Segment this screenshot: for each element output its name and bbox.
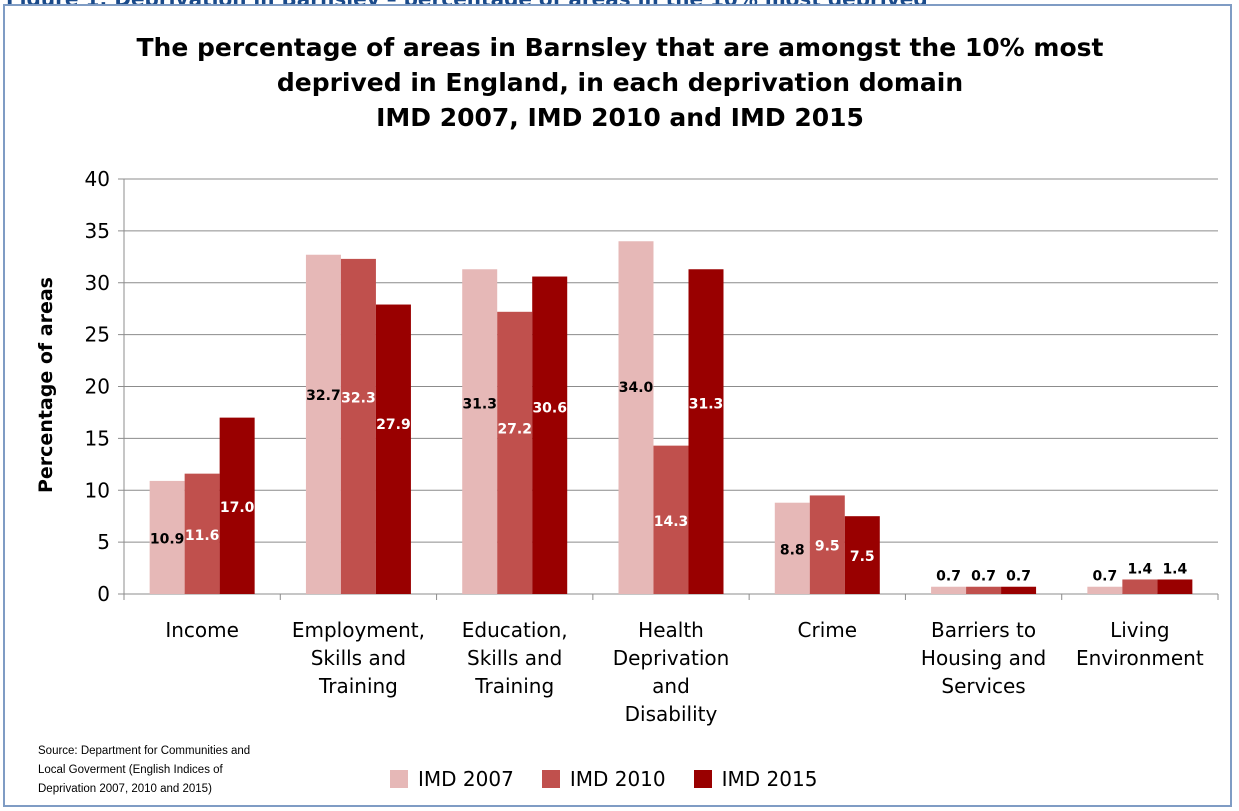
bar-2-2	[340, 258, 376, 594]
bar-3-3	[532, 276, 568, 594]
bar-2-1	[184, 473, 220, 594]
data-label-2-5: 9.5	[815, 539, 840, 555]
data-label-3-5: 7.5	[850, 549, 875, 565]
data-label-2-6: 0.7	[971, 569, 996, 585]
data-label-3-1: 17.0	[220, 500, 255, 516]
source-note: Source: Department for Communities and L…	[38, 745, 251, 795]
data-label-1-5: 8.8	[780, 542, 805, 558]
data-label-1-6: 0.7	[936, 569, 961, 585]
y-tick-label-10: 10	[85, 478, 110, 502]
data-label-3-6: 0.7	[1006, 569, 1031, 585]
bar-1-6	[931, 586, 967, 594]
legend-label-2: IMD 2010	[569, 767, 666, 791]
y-tick-label-0: 0	[97, 582, 110, 606]
data-label-3-3: 30.6	[532, 401, 567, 417]
x-category-label-6: Barriers to Housing and Services	[920, 618, 1047, 698]
x-category-label-3: Education, Skills and Training	[461, 618, 568, 698]
chart-title-line-1: The percentage of areas in Barnsley that…	[136, 33, 1104, 62]
data-label-3-2: 27.9	[376, 417, 411, 433]
bar-1-1	[149, 480, 185, 594]
y-tick-label-15: 15	[85, 426, 110, 450]
y-tick-label-40: 40	[85, 167, 110, 191]
legend-swatch-1	[390, 770, 408, 788]
chart-title-line-2: deprived in England, in each deprivation…	[276, 68, 964, 97]
data-label-2-7: 1.4	[1127, 561, 1152, 577]
legend-swatch-3	[693, 770, 712, 788]
chart-title-line-3: IMD 2007, IMD 2010 and IMD 2015	[376, 103, 864, 132]
bar-2-5	[809, 495, 845, 594]
bar-3-2	[375, 304, 411, 594]
bar-1-2	[305, 254, 341, 595]
legend-label-1: IMD 2007	[418, 767, 514, 791]
bar-3-5	[844, 516, 880, 594]
bar-3-7	[1157, 579, 1193, 594]
chart-frame	[3, 4, 1232, 807]
x-category-label-2: Employment, Skills and Training	[291, 618, 425, 698]
bar-1-4	[618, 241, 654, 594]
y-tick-label-30: 30	[85, 271, 110, 295]
bar-3-1	[219, 417, 255, 594]
data-label-1-1: 10.9	[150, 531, 185, 547]
data-label-1-7: 0.7	[1092, 569, 1117, 585]
data-label-1-2: 32.7	[306, 388, 341, 404]
bar-1-5	[774, 502, 810, 594]
data-label-1-3: 31.3	[462, 396, 497, 412]
x-category-label-5: Crime	[797, 618, 858, 642]
bar-3-6	[1001, 586, 1037, 594]
legend-item-1: IMD 2007	[390, 767, 514, 791]
bar-3-4	[688, 269, 724, 594]
data-label-1-4: 34.0	[619, 380, 654, 396]
bar-2-4	[653, 445, 689, 594]
legend-item-2: IMD 2010	[541, 767, 666, 791]
x-category-label-4: Health Deprivation and Disability	[612, 618, 730, 726]
bar-2-7	[1122, 579, 1158, 594]
x-category-label-1: Income	[165, 618, 239, 642]
legend: IMD 2007 IMD 2010 IMD 2015	[390, 767, 817, 791]
y-tick-label-20: 20	[85, 375, 110, 399]
bar-1-3	[462, 269, 498, 594]
bar-2-3	[497, 311, 533, 594]
chart-title: The percentage of areas in Barnsley that…	[60, 30, 1180, 135]
bar-2-6	[966, 586, 1002, 594]
data-label-3-7: 1.4	[1162, 561, 1187, 577]
legend-label-3: IMD 2015	[721, 767, 818, 791]
y-tick-label-25: 25	[85, 323, 110, 347]
y-tick-label-5: 5	[97, 530, 110, 554]
x-category-label-7: Living Environment	[1075, 618, 1204, 670]
y-tick-label-35: 35	[85, 219, 110, 243]
data-label-3-4: 31.3	[689, 396, 724, 412]
data-label-2-2: 32.3	[341, 390, 376, 406]
legend-item-3: IMD 2015	[693, 767, 818, 791]
data-label-2-3: 27.2	[497, 422, 532, 438]
data-label-2-1: 11.6	[185, 528, 220, 544]
legend-swatch-2	[541, 770, 560, 788]
bar-1-7	[1087, 586, 1123, 594]
data-label-2-4: 14.3	[654, 514, 689, 530]
